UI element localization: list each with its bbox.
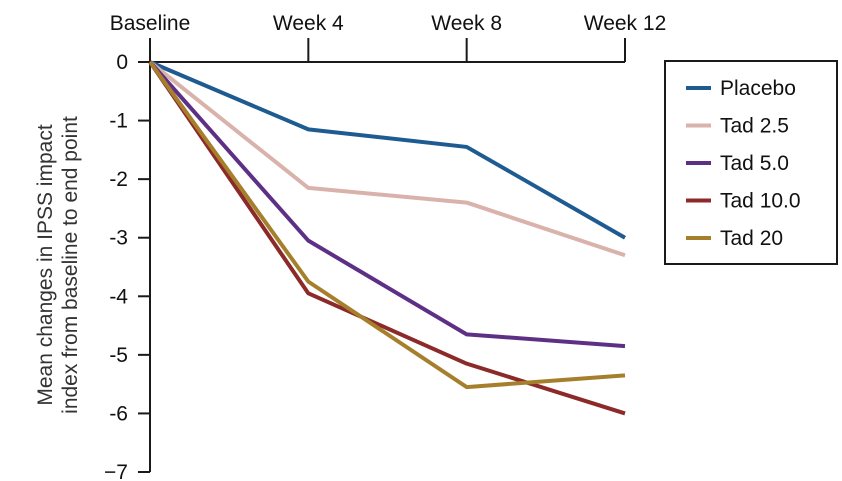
y-axis-title: Mean changes in IPSS impactindex from ba… <box>34 116 82 414</box>
series-line-tad-10-0 <box>148 60 626 416</box>
legend-label: Tad 10.0 <box>720 190 801 213</box>
y-axis-title-line: Mean changes in IPSS impact <box>34 124 57 405</box>
y-tick-label: -4 <box>109 285 128 308</box>
y-tick-label: -5 <box>109 344 128 367</box>
series-lines <box>148 60 626 416</box>
y-tick-label: -2 <box>109 168 128 191</box>
x-tick-label: Week 12 <box>584 12 667 35</box>
series-line-tad-2-5 <box>148 60 626 258</box>
y-tick-label: -6 <box>109 402 128 425</box>
legend-label: Placebo <box>720 77 796 100</box>
x-tick-label: Baseline <box>110 12 191 35</box>
y-axis-title-line: index from baseline to end point <box>59 116 82 414</box>
axes <box>149 61 625 472</box>
legend-label: Tad 20 <box>720 227 783 250</box>
x-axis-ticks: Baseline Week 4 Week 8 Week 12 <box>110 12 667 62</box>
y-tick-label: -1 <box>109 110 128 133</box>
series-line-tad-20 <box>148 60 626 390</box>
y-tick-label: 0 <box>116 51 128 74</box>
y-tick-label: -3 <box>109 227 128 250</box>
y-tick-label: −7 <box>104 461 128 481</box>
legend-label: Tad 2.5 <box>720 115 789 138</box>
series-line-placebo <box>149 60 626 240</box>
legend-label: Tad 5.0 <box>720 152 789 175</box>
series-line-tad-5-0 <box>148 60 626 349</box>
x-tick-label: Week 8 <box>431 12 502 35</box>
legend: Placebo Tad 2.5 Tad 5.0 Tad 10.0 Tad 20 <box>664 60 838 265</box>
y-axis-ticks: 0 -1 -2 -3 -4 -5 -6 −7 <box>104 51 150 481</box>
x-tick-label: Week 4 <box>273 12 344 35</box>
